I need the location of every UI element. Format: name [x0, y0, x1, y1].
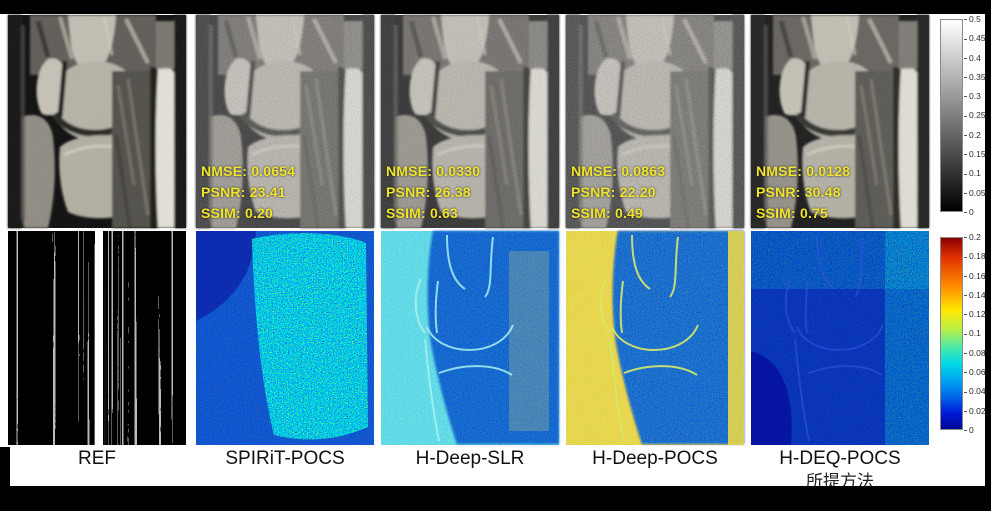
metric-ssim: SSIM: 0.20	[201, 205, 274, 221]
error-map-h-deep-slr	[381, 231, 559, 445]
colorbar-tick: 0.02	[964, 406, 991, 416]
colorbar-tick: 0.14	[964, 290, 991, 300]
metric-psnr: PSNR: 30.48	[756, 184, 841, 200]
error-map-h-deq-pocs	[751, 231, 929, 445]
colorbar-tick: 0.2	[964, 232, 991, 242]
metric-psnr: PSNR: 26.38	[386, 184, 471, 200]
colorbar-tick: 0.4	[964, 53, 991, 63]
frame-bar-right	[985, 0, 991, 511]
column-label-spirit-pocs: SPIRiT-POCS	[225, 448, 345, 469]
mri-image-h-deep-pocs	[566, 15, 744, 228]
mri-image-spirit-pocs	[196, 15, 374, 228]
colorbar-tick: 0.1	[964, 328, 991, 338]
mri-image-h-deq-pocs	[751, 15, 929, 228]
colorbar-tick: 0.12	[964, 309, 991, 319]
frame-bar-bottom	[0, 486, 991, 511]
frame-bar-top	[0, 0, 991, 14]
colorbar-tick: 0.06	[964, 367, 991, 377]
metric-nmse: NMSE: 0.0128	[756, 163, 851, 179]
metrics-spirit-pocs: NMSE: 0.0654 PSNR: 23.41 SSIM: 0.20	[201, 161, 295, 224]
colorbar-tick: 0	[964, 207, 991, 217]
colorbar-tick: 0.25	[964, 110, 991, 120]
frame-bar-corner	[0, 447, 10, 511]
metric-nmse: NMSE: 0.0654	[201, 163, 296, 179]
metric-ssim: SSIM: 0.63	[386, 205, 459, 221]
colorbar-tick: 0.1	[964, 168, 991, 178]
error-map-spirit-pocs	[196, 231, 374, 445]
mri-image-ref	[8, 15, 186, 228]
colorbar-tick: 0.18	[964, 251, 991, 261]
colorbar-tick: 0.45	[964, 33, 991, 43]
colorbar-tick: 0.35	[964, 72, 991, 82]
metric-nmse: NMSE: 0.0863	[571, 163, 666, 179]
colorbar-tick: 0.16	[964, 271, 991, 281]
column-label-h-deq-pocs: H-DEQ-POCS	[779, 448, 901, 469]
column-label-ref: REF	[78, 448, 116, 469]
metrics-h-deep-slr: NMSE: 0.0330 PSNR: 26.38 SSIM: 0.63	[386, 161, 480, 224]
colorbar-tick: 0.5	[964, 14, 991, 24]
colorbar-grayscale: 0.5 0.45 0.4 0.35 0.3 0.25 0.2 0.15 0.1 …	[940, 14, 990, 219]
metric-psnr: PSNR: 23.41	[201, 184, 286, 200]
column-label-h-deep-pocs: H-Deep-POCS	[592, 448, 718, 469]
sampling-mask	[8, 231, 186, 445]
colorbar-tick: 0.3	[964, 91, 991, 101]
metric-nmse: NMSE: 0.0330	[386, 163, 481, 179]
colorbar-tick: 0.15	[964, 149, 991, 159]
column-label-h-deep-slr: H-Deep-SLR	[415, 448, 525, 469]
metric-ssim: SSIM: 0.49	[571, 205, 644, 221]
colorbar-grayscale-gradient	[940, 19, 963, 212]
colorbar-jet: 0.2 0.18 0.16 0.14 0.12 0.1 0.08 0.06 0.…	[940, 232, 990, 437]
colorbar-tick: 0.04	[964, 386, 991, 396]
colorbar-tick: 0.08	[964, 348, 991, 358]
colorbar-tick: 0.2	[964, 130, 991, 140]
colorbar-tick: 0	[964, 425, 991, 435]
error-map-h-deep-pocs	[566, 231, 744, 445]
metrics-h-deep-pocs: NMSE: 0.0863 PSNR: 22.20 SSIM: 0.49	[571, 161, 665, 224]
colorbar-tick: 0.05	[964, 188, 991, 198]
colorbar-jet-ticks: 0.2 0.18 0.16 0.14 0.12 0.1 0.08 0.06 0.…	[964, 232, 991, 435]
mri-image-h-deep-slr	[381, 15, 559, 228]
colorbar-jet-gradient	[940, 237, 963, 430]
colorbar-grayscale-ticks: 0.5 0.45 0.4 0.35 0.3 0.25 0.2 0.15 0.1 …	[964, 14, 991, 217]
metrics-h-deq-pocs: NMSE: 0.0128 PSNR: 30.48 SSIM: 0.75	[756, 161, 850, 224]
metric-psnr: PSNR: 22.20	[571, 184, 656, 200]
metric-ssim: SSIM: 0.75	[756, 205, 829, 221]
